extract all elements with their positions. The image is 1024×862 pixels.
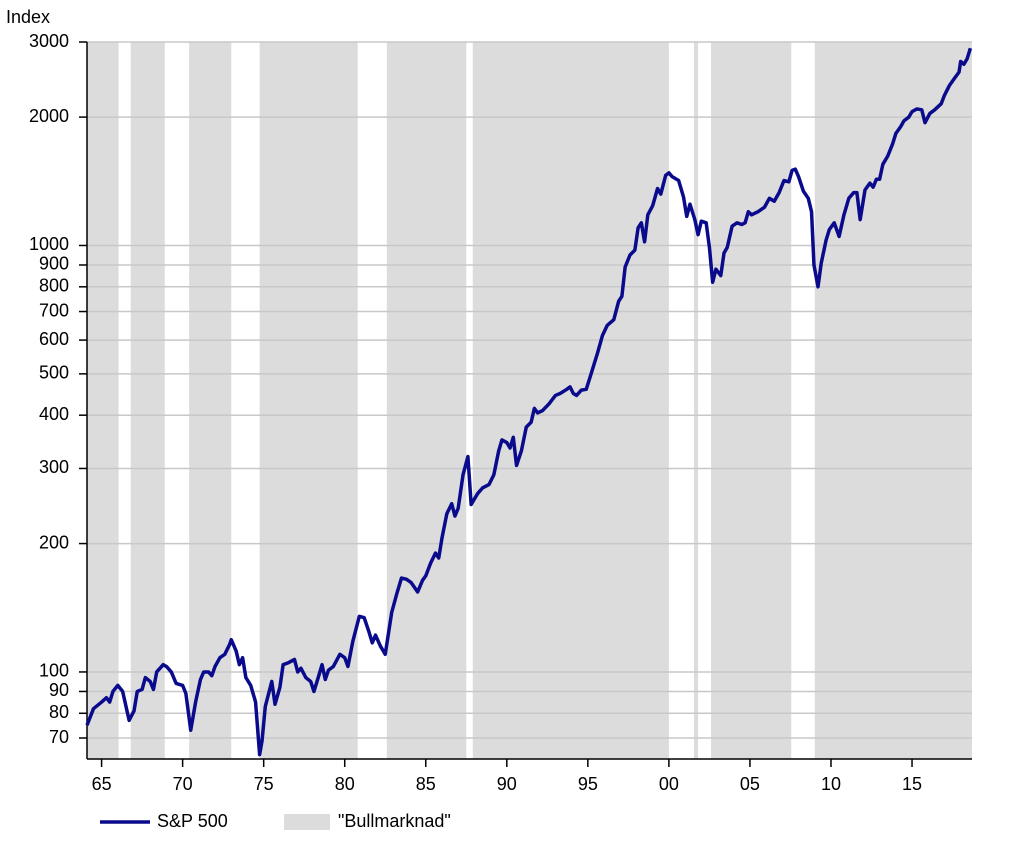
bull-market-period: [694, 42, 699, 759]
y-tick-label: 600: [39, 329, 69, 349]
y-tick-label: 3000: [29, 31, 69, 51]
bull-market-period: [814, 42, 972, 759]
y-tick-label: 900: [39, 254, 69, 274]
bull-market-period: [189, 42, 232, 759]
y-tick-label: 400: [39, 404, 69, 424]
x-tick-label: 75: [254, 774, 274, 794]
x-tick-label: 85: [416, 774, 436, 794]
legend-swatch: [284, 814, 330, 830]
x-tick-label: 65: [92, 774, 112, 794]
y-tick-label: 2000: [29, 106, 69, 126]
y-tick-label: 100: [39, 661, 69, 681]
y-tick-label: 70: [49, 727, 69, 747]
y-tick-label: 500: [39, 363, 69, 383]
x-tick-label: 90: [497, 774, 517, 794]
legend-label: S&P 500: [157, 811, 228, 831]
x-tick-label: 80: [335, 774, 355, 794]
x-tick-label: 15: [902, 774, 922, 794]
series-line: [85, 47, 973, 757]
bull-market-period: [130, 42, 165, 759]
bull-market-period: [711, 42, 792, 759]
bull-market-period: [259, 42, 358, 759]
y-tick-label: 200: [39, 532, 69, 552]
y-tick-label: 300: [39, 457, 69, 477]
y-tick-label: 1000: [29, 234, 69, 254]
x-tick-label: 70: [173, 774, 193, 794]
y-tick-label: 80: [49, 702, 69, 722]
x-tick-label: 00: [659, 774, 679, 794]
x-tick-label: 10: [821, 774, 841, 794]
x-tick-label: 95: [578, 774, 598, 794]
y-tick-label: 90: [49, 680, 69, 700]
x-tick-label: 05: [740, 774, 760, 794]
y-axis-label: Index: [6, 7, 50, 27]
bull-market-period: [87, 42, 119, 759]
legend-label: "Bullmarknad": [338, 811, 451, 831]
y-tick-label: 800: [39, 276, 69, 296]
bull-market-period: [386, 42, 467, 759]
y-tick-label: 700: [39, 300, 69, 320]
bull-market-period: [472, 42, 669, 759]
